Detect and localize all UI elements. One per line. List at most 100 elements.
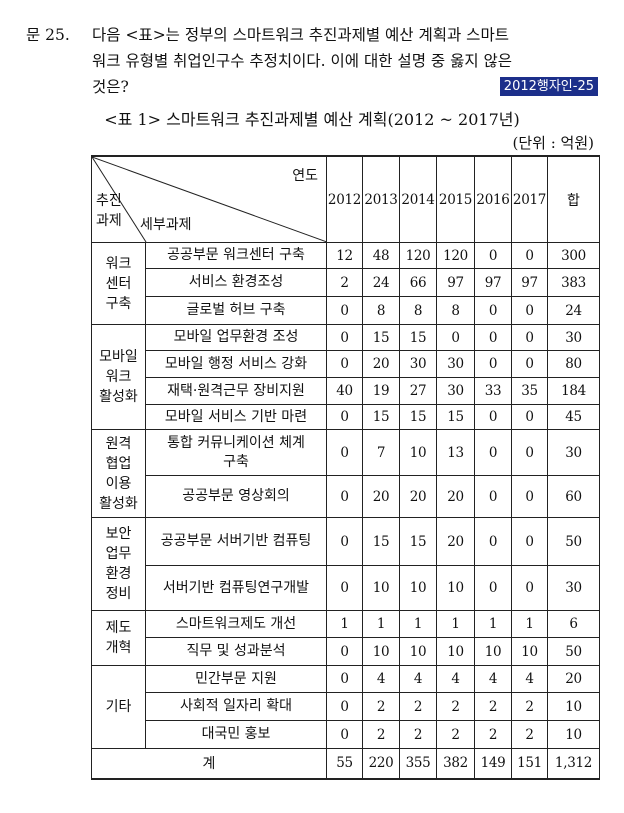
value-cell: 0 — [436, 324, 475, 351]
value-cell: 4 — [362, 665, 400, 693]
subtask-cell: 대국민 홍보 — [145, 720, 327, 749]
year-header-label: 연도 — [292, 168, 318, 184]
value-cell: 1 — [399, 610, 437, 638]
subtask-cell: 공공부문 워크센터 구축 — [145, 242, 327, 269]
value-cell: 0 — [326, 637, 363, 666]
value-cell: 24 — [362, 268, 400, 297]
value-cell: 15 — [399, 324, 437, 351]
table-row: 글로벌 허브 구축 0 8 8 8 0 0 24 — [92, 296, 600, 325]
value-cell: 15 — [399, 404, 437, 430]
value-cell: 0 — [474, 296, 512, 325]
value-cell: 4 — [399, 665, 437, 693]
value-cell: 2 — [326, 268, 363, 297]
value-cell: 8 — [399, 296, 437, 325]
value-cell: 0 — [511, 242, 548, 269]
subtask-cell: 모바일 행정 서비스 강화 — [145, 350, 327, 378]
value-cell: 0 — [474, 350, 512, 378]
value-cell: 0 — [326, 475, 363, 518]
row-total-cell: 60 — [547, 475, 600, 518]
value-cell: 10 — [436, 565, 475, 611]
value-cell: 0 — [326, 296, 363, 325]
table-row: 공공부문 영상회의 0 20 20 20 0 0 60 — [92, 475, 600, 518]
row-total-cell: 383 — [547, 268, 600, 297]
row-total-cell: 45 — [547, 404, 600, 430]
category-cell: 제도 개혁 — [91, 610, 146, 666]
value-cell: 12 — [326, 242, 363, 269]
table-row: 재택·원격근무 장비지원 40 19 27 30 33 35 184 — [92, 377, 600, 405]
table-row: 원격 협업 이용 활성화 통합 커뮤니케이션 체계 구축 0 7 10 13 0 0 30 — [91, 429, 600, 518]
row-total-cell: 184 — [547, 377, 600, 405]
row-total-cell: 30 — [547, 429, 600, 476]
value-cell: 15 — [362, 404, 400, 430]
year-header: 2017 — [511, 155, 548, 243]
value-cell: 48 — [362, 242, 400, 269]
value-cell: 1 — [326, 610, 363, 638]
value-cell: 2 — [474, 720, 512, 749]
question-number: 문 25. — [26, 26, 70, 44]
value-cell: 4 — [436, 665, 475, 693]
table-row: 제도 개혁 스마트워크제도 개선 1 1 1 1 1 1 6 — [91, 610, 600, 666]
row-total-cell: 20 — [547, 665, 600, 693]
year-header: 2014 — [399, 155, 437, 243]
value-cell: 40 — [326, 377, 363, 405]
value-cell: 0 — [326, 517, 363, 566]
value-cell: 0 — [511, 475, 548, 518]
value-cell: 0 — [326, 350, 363, 378]
value-cell: 0 — [511, 404, 548, 430]
header-row: 연도 추진 과제 세부과제 2012 2013 2014 2015 2016 2… — [91, 155, 600, 243]
total-header: 합 — [547, 155, 600, 243]
subtask-cell: 직무 및 성과분석 — [145, 637, 327, 666]
row-total-cell: 30 — [547, 565, 600, 611]
value-cell: 10 — [399, 565, 437, 611]
value-cell: 97 — [436, 268, 475, 297]
value-cell: 27 — [399, 377, 437, 405]
value-cell: 0 — [474, 404, 512, 430]
value-cell: 33 — [474, 377, 512, 405]
value-cell: 20 — [436, 517, 475, 566]
subtask-cell: 공공부문 영상회의 — [145, 475, 327, 518]
year-header: 2016 — [474, 155, 512, 243]
question-line-3: 것은? — [92, 78, 129, 96]
value-cell: 0 — [326, 692, 363, 721]
value-cell: 15 — [362, 324, 400, 351]
diagonal-lines — [92, 157, 327, 242]
year-header: 2015 — [436, 155, 475, 243]
value-cell: 10 — [362, 565, 400, 611]
value-cell: 2 — [511, 692, 548, 721]
total-row-label: 계 — [91, 748, 327, 779]
value-cell: 15 — [436, 404, 475, 430]
question-line-2: 워크 유형별 취업인구수 추정치이다. 이에 대한 설명 중 옳지 않은 — [92, 52, 513, 70]
table-row: 모바일 서비스 기반 마련 0 15 15 15 0 0 45 — [92, 404, 600, 430]
value-cell: 0 — [511, 565, 548, 611]
table-row: 사회적 일자리 확대 0 2 2 2 2 2 10 — [92, 692, 600, 721]
year-total-cell: 151 — [511, 748, 548, 779]
value-cell: 20 — [362, 350, 400, 378]
table-row: 보안 업무 환경 정비 공공부문 서버기반 컴퓨팅 0 15 15 20 0 0 50 — [91, 517, 600, 611]
table-row: 모바일 행정 서비스 강화 0 20 30 30 0 0 80 — [92, 350, 600, 378]
value-cell: 15 — [399, 517, 437, 566]
row-total-cell: 10 — [547, 692, 600, 721]
value-cell: 10 — [511, 637, 548, 666]
subtask-cell: 스마트워크제도 개선 — [145, 610, 327, 638]
value-cell: 0 — [511, 296, 548, 325]
value-cell: 20 — [362, 475, 400, 518]
value-cell: 2 — [436, 720, 475, 749]
value-cell: 1 — [474, 610, 512, 638]
value-cell: 35 — [511, 377, 548, 405]
value-cell: 0 — [326, 404, 363, 430]
category-cell: 기타 — [91, 665, 146, 749]
value-cell: 2 — [399, 720, 437, 749]
table-unit: (단위 : 억원) — [512, 134, 595, 152]
value-cell: 30 — [436, 377, 475, 405]
value-cell: 0 — [474, 324, 512, 351]
year-total-cell: 55 — [326, 748, 363, 779]
value-cell: 2 — [474, 692, 512, 721]
row-total-cell: 6 — [547, 610, 600, 638]
table-row: 워크 센터 구축 공공부문 워크센터 구축 12 48 120 120 0 0 300 — [91, 242, 600, 325]
table-row: 서버기반 컴퓨팅연구개발 0 10 10 10 0 0 30 — [92, 565, 600, 611]
budget-table: 연도 추진 과제 세부과제 2012 2013 2014 2015 2016 2… — [91, 155, 600, 780]
source-badge: 2012행자인-25 — [499, 77, 598, 96]
subtask-cell: 재택·원격근무 장비지원 — [145, 377, 327, 405]
value-cell: 15 — [362, 517, 400, 566]
value-cell: 0 — [326, 720, 363, 749]
